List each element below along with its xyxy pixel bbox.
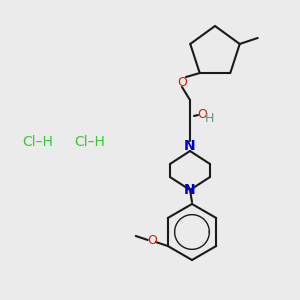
Text: O: O (197, 109, 207, 122)
Text: Cl–H: Cl–H (22, 135, 53, 149)
Text: N: N (184, 139, 196, 153)
Text: O: O (147, 233, 157, 247)
Text: O: O (177, 76, 187, 88)
Text: N: N (184, 183, 196, 197)
Text: H: H (204, 112, 214, 124)
Text: Cl–H: Cl–H (75, 135, 105, 149)
